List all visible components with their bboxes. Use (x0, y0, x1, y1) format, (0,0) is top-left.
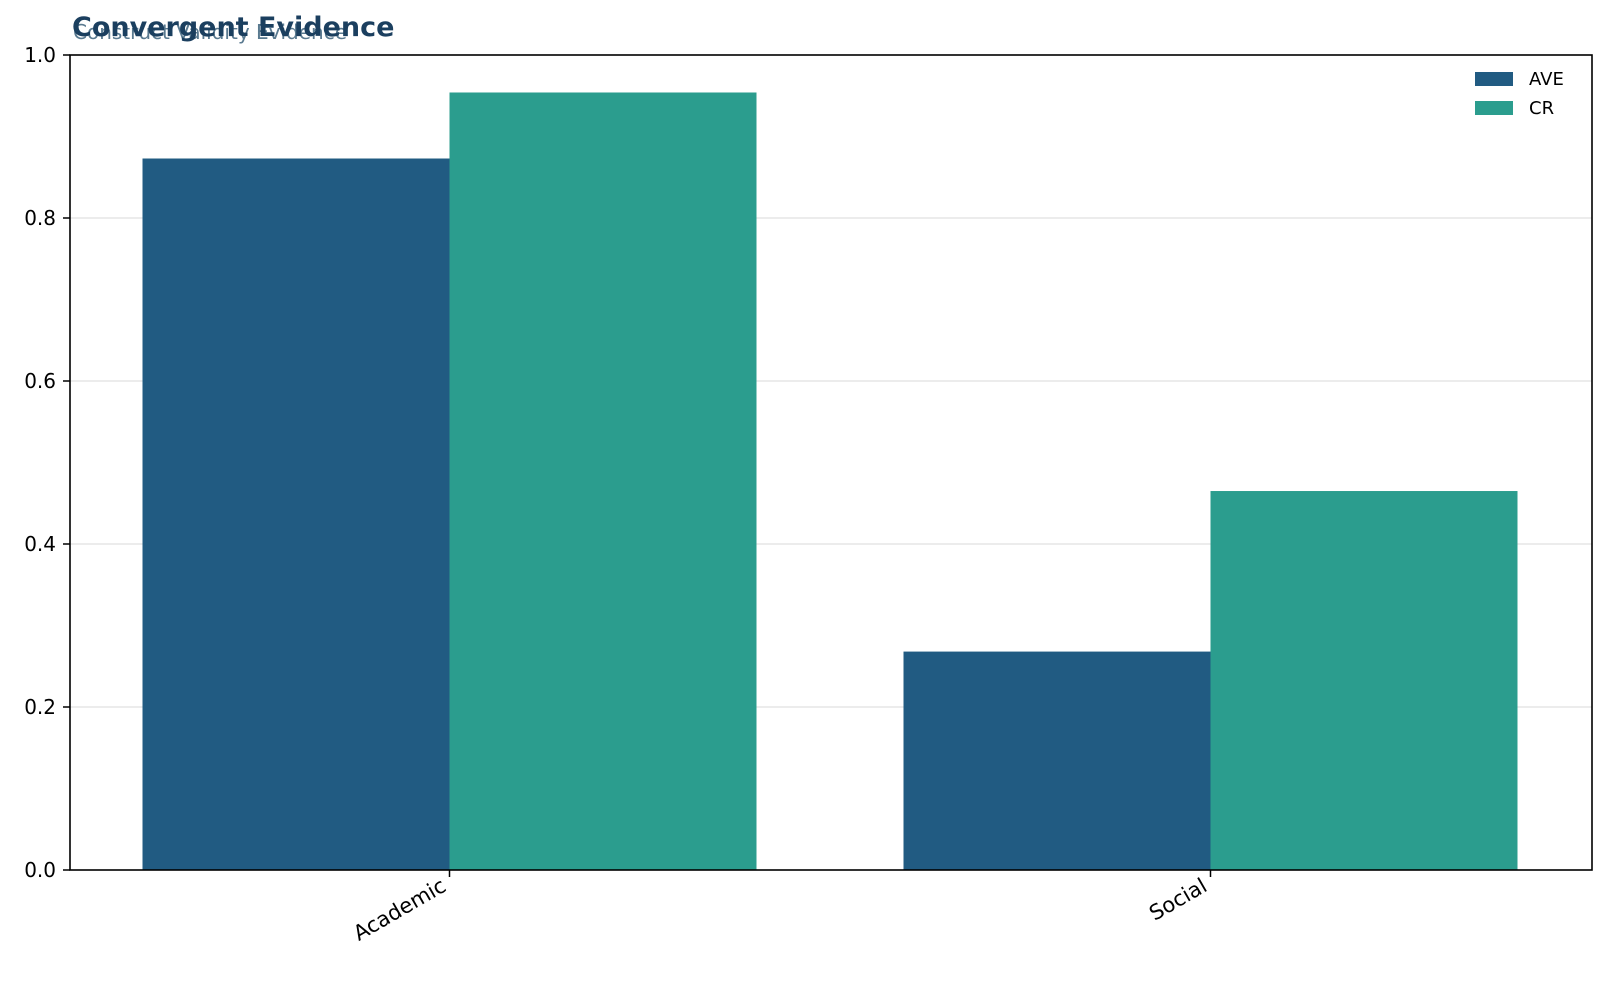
y-tick-label: 0.2 (24, 695, 56, 719)
bar-cr-academic (449, 92, 757, 871)
legend-swatch-ave (1475, 72, 1513, 86)
bar-ave-academic (142, 158, 450, 870)
legend-label-ave: AVE (1529, 69, 1564, 90)
y-tick-label: 0.0 (24, 858, 56, 882)
bar-ave-social (903, 651, 1211, 870)
y-tick-label: 0.6 (24, 369, 56, 393)
chart-subtitle: Construct Validity Evidence (73, 20, 348, 44)
legend-label-cr: CR (1529, 98, 1554, 119)
x-tick-label: Social (1145, 874, 1211, 926)
bar-cr-social (1210, 491, 1518, 870)
y-tick-label: 0.8 (24, 206, 56, 230)
chart-title: Convergent Evidence (72, 12, 395, 43)
axes-frame (69, 54, 1593, 871)
legend-swatch-cr (1475, 101, 1513, 115)
y-tick-label: 1.0 (24, 43, 56, 67)
y-tick-label: 0.4 (24, 532, 56, 556)
x-tick-label: Academic (349, 874, 450, 946)
